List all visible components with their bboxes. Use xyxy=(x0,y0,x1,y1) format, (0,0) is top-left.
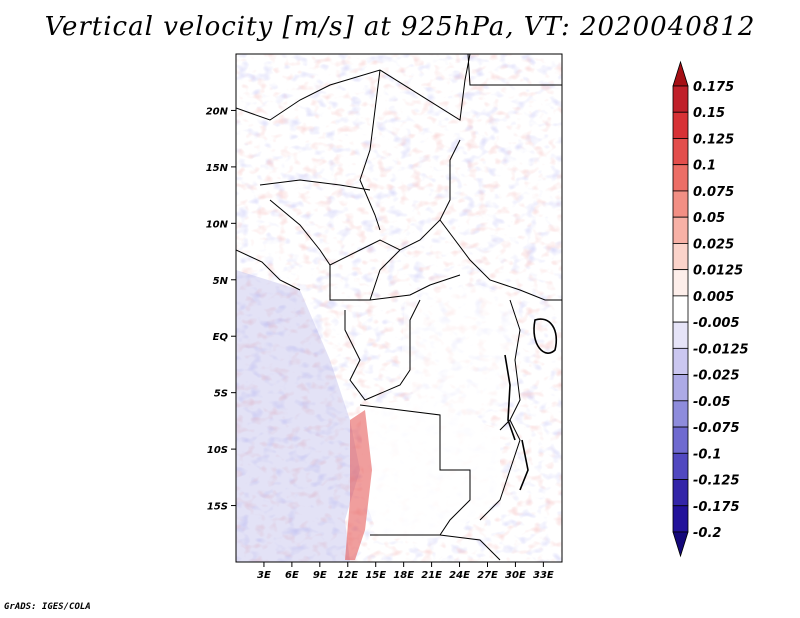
y-tick-label: 5N xyxy=(213,276,229,287)
x-tick-label: 12E xyxy=(337,570,358,581)
colorbar-label: -0.025 xyxy=(693,369,740,384)
grads-credit: GrADS: IGES/COLA xyxy=(4,602,91,612)
x-tick-label: 18E xyxy=(393,570,414,581)
y-tick-label: 10N xyxy=(206,219,229,230)
colorbar-swatch xyxy=(672,243,689,271)
basin-calm-area xyxy=(400,285,520,420)
colorbar-label: 0.1 xyxy=(693,159,716,174)
x-tick-label: 9E xyxy=(313,570,327,581)
y-tick-label: 15S xyxy=(207,502,228,513)
x-tick-label: 3E xyxy=(257,570,271,581)
colorbar-swatch xyxy=(672,374,689,402)
colorbar-top-arrow xyxy=(672,60,689,87)
chart-title: Vertical velocity [m/s] at 925hPa, VT: 2… xyxy=(44,12,756,42)
x-tick-label: 6E xyxy=(285,570,299,581)
colorbar-label: -0.05 xyxy=(693,395,730,410)
x-tick-label: 21E xyxy=(421,570,442,581)
colorbar: 0.175 0.15 0.125 0.1 0.075 0.05 0.025 0.0125 0.0… xyxy=(672,60,749,558)
colorbar-swatch xyxy=(672,138,689,166)
colorbar-label: 0.15 xyxy=(693,106,725,121)
colorbar-swatch xyxy=(672,269,689,297)
x-tick-label: 15E xyxy=(365,570,386,581)
y-tick-label: 20N xyxy=(206,106,229,117)
axes: 3E 6E 9E 12E 15E 18E 21E 24E 27E 30E 33E 20N 15N 10N 5… xyxy=(206,106,554,581)
colorbar-swatch xyxy=(672,111,689,139)
map-area xyxy=(236,54,562,562)
colorbar-swatch xyxy=(672,295,689,323)
colorbar-swatch xyxy=(672,321,689,349)
colorbar-label: 0.05 xyxy=(693,211,725,226)
map-frame xyxy=(235,53,563,563)
colorbar-label: 0.005 xyxy=(693,290,734,305)
colorbar-label: -0.2 xyxy=(693,526,721,541)
y-tick-label: EQ xyxy=(213,332,229,343)
colorbar-label: -0.175 xyxy=(693,500,740,515)
y-tick-label: 10S xyxy=(207,445,228,456)
colorbar-label: -0.0125 xyxy=(693,342,749,357)
colorbar-swatch xyxy=(672,505,689,533)
x-tick-label: 30E xyxy=(505,570,526,581)
colorbar-swatch xyxy=(672,347,689,375)
coastal-ascent-strip xyxy=(345,410,372,560)
colorbar-label: -0.125 xyxy=(693,474,740,489)
x-tick-label: 27E xyxy=(477,570,498,581)
lake-victoria xyxy=(533,318,557,354)
colorbar-label: 0.075 xyxy=(693,185,734,200)
y-tick-label: 5S xyxy=(214,389,228,400)
colorbar-swatch xyxy=(672,85,689,113)
colorbar-swatch xyxy=(672,479,689,507)
colorbar-label: 0.175 xyxy=(693,80,734,95)
colorbar-swatch xyxy=(672,426,689,454)
colorbar-swatch xyxy=(672,216,689,244)
colorbar-label: 0.125 xyxy=(693,132,734,147)
colorbar-swatch xyxy=(672,190,689,218)
colorbar-label: -0.005 xyxy=(693,316,740,331)
colorbar-label: 0.0125 xyxy=(693,264,743,279)
x-tick-label: 24E xyxy=(449,570,470,581)
colorbar-swatch xyxy=(672,164,689,192)
colorbar-bottom-arrow xyxy=(672,531,689,558)
y-tick-label: 15N xyxy=(206,163,229,174)
country-borders xyxy=(236,54,562,561)
colorbar-label: -0.075 xyxy=(693,421,740,436)
atlantic-sector xyxy=(236,270,360,562)
colorbar-label: 0.025 xyxy=(693,237,734,252)
lake-tanganyika xyxy=(504,354,516,441)
colorbar-label: -0.1 xyxy=(693,447,721,462)
lakes xyxy=(504,318,557,491)
colorbar-swatch xyxy=(672,400,689,428)
lake-malawi xyxy=(519,439,529,491)
x-tick-label: 33E xyxy=(533,570,554,581)
colorbar-swatch xyxy=(672,452,689,480)
